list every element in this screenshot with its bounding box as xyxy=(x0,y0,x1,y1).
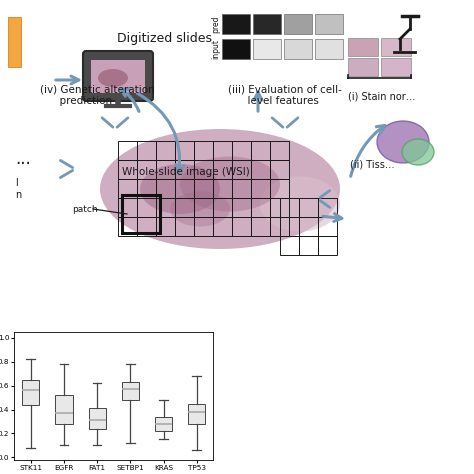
Bar xyxy=(251,198,270,217)
Ellipse shape xyxy=(98,69,128,87)
Bar xyxy=(175,217,194,236)
Text: Digitized slides: Digitized slides xyxy=(118,31,212,45)
Bar xyxy=(137,217,156,236)
Bar xyxy=(175,141,194,160)
Bar xyxy=(299,198,318,217)
Bar xyxy=(253,14,281,34)
PathPatch shape xyxy=(188,403,205,424)
Bar xyxy=(280,217,299,236)
Bar xyxy=(156,198,175,217)
Bar xyxy=(194,141,213,160)
Ellipse shape xyxy=(180,156,280,211)
PathPatch shape xyxy=(22,380,39,405)
Bar xyxy=(284,14,312,34)
Bar xyxy=(251,179,270,198)
Bar xyxy=(137,160,156,179)
Bar xyxy=(118,179,137,198)
Bar xyxy=(315,39,343,59)
Bar xyxy=(156,160,175,179)
Bar xyxy=(175,198,194,217)
PathPatch shape xyxy=(122,382,139,400)
Text: (i) Stain nor…: (i) Stain nor… xyxy=(348,91,416,101)
Bar xyxy=(137,179,156,198)
Bar xyxy=(315,14,343,34)
Bar xyxy=(194,198,213,217)
Bar xyxy=(348,58,378,76)
Bar xyxy=(213,141,232,160)
Bar xyxy=(122,195,160,233)
Bar xyxy=(381,58,411,76)
Bar xyxy=(280,198,299,217)
Bar xyxy=(156,179,175,198)
Bar xyxy=(232,160,251,179)
Bar xyxy=(232,141,251,160)
Bar xyxy=(194,160,213,179)
Bar xyxy=(280,236,299,255)
Bar xyxy=(232,198,251,217)
Bar xyxy=(318,217,337,236)
Bar xyxy=(175,160,194,179)
Bar xyxy=(232,179,251,198)
Bar xyxy=(299,236,318,255)
Bar xyxy=(251,217,270,236)
Bar xyxy=(284,39,312,59)
Bar xyxy=(299,217,318,236)
Bar xyxy=(270,179,289,198)
Bar xyxy=(232,217,251,236)
Bar xyxy=(222,14,250,34)
Bar xyxy=(381,38,411,56)
Bar xyxy=(270,217,289,236)
Text: (ii) Tiss…: (ii) Tiss… xyxy=(350,159,395,169)
Bar xyxy=(91,60,145,93)
Bar xyxy=(253,39,281,59)
Bar xyxy=(194,217,213,236)
Ellipse shape xyxy=(170,191,230,227)
Ellipse shape xyxy=(402,139,434,165)
Ellipse shape xyxy=(260,176,340,231)
Bar xyxy=(270,141,289,160)
Text: (iii) Evaluation of cell-
      level features: (iii) Evaluation of cell- level features xyxy=(228,84,342,106)
PathPatch shape xyxy=(55,395,73,424)
Bar xyxy=(213,198,232,217)
Bar xyxy=(318,236,337,255)
Bar xyxy=(213,217,232,236)
Bar xyxy=(251,160,270,179)
Text: Whole-slide image (WSI): Whole-slide image (WSI) xyxy=(122,167,250,177)
Text: ...: ... xyxy=(15,150,31,168)
Text: (iv) Genetic alteration
      prediction: (iv) Genetic alteration prediction xyxy=(40,84,155,106)
Text: pred: pred xyxy=(211,15,220,33)
Ellipse shape xyxy=(140,164,220,214)
Text: patch: patch xyxy=(72,204,98,213)
Bar xyxy=(118,160,137,179)
PathPatch shape xyxy=(155,417,172,431)
Text: input: input xyxy=(211,39,220,59)
Text: l
n: l n xyxy=(15,178,21,200)
FancyBboxPatch shape xyxy=(83,51,153,101)
Bar xyxy=(213,160,232,179)
Bar xyxy=(8,17,21,67)
Bar xyxy=(222,39,250,59)
Bar xyxy=(348,38,378,56)
Bar xyxy=(118,198,137,217)
Bar xyxy=(118,141,137,160)
Bar xyxy=(156,217,175,236)
Ellipse shape xyxy=(377,121,429,163)
Bar xyxy=(251,141,270,160)
Bar xyxy=(137,141,156,160)
Bar xyxy=(270,160,289,179)
Bar xyxy=(270,198,289,217)
Bar xyxy=(318,198,337,217)
Bar xyxy=(156,141,175,160)
Bar xyxy=(118,217,137,236)
Bar xyxy=(175,179,194,198)
Ellipse shape xyxy=(100,129,340,249)
Bar xyxy=(137,198,156,217)
PathPatch shape xyxy=(89,408,106,428)
Bar xyxy=(194,179,213,198)
Bar xyxy=(213,179,232,198)
